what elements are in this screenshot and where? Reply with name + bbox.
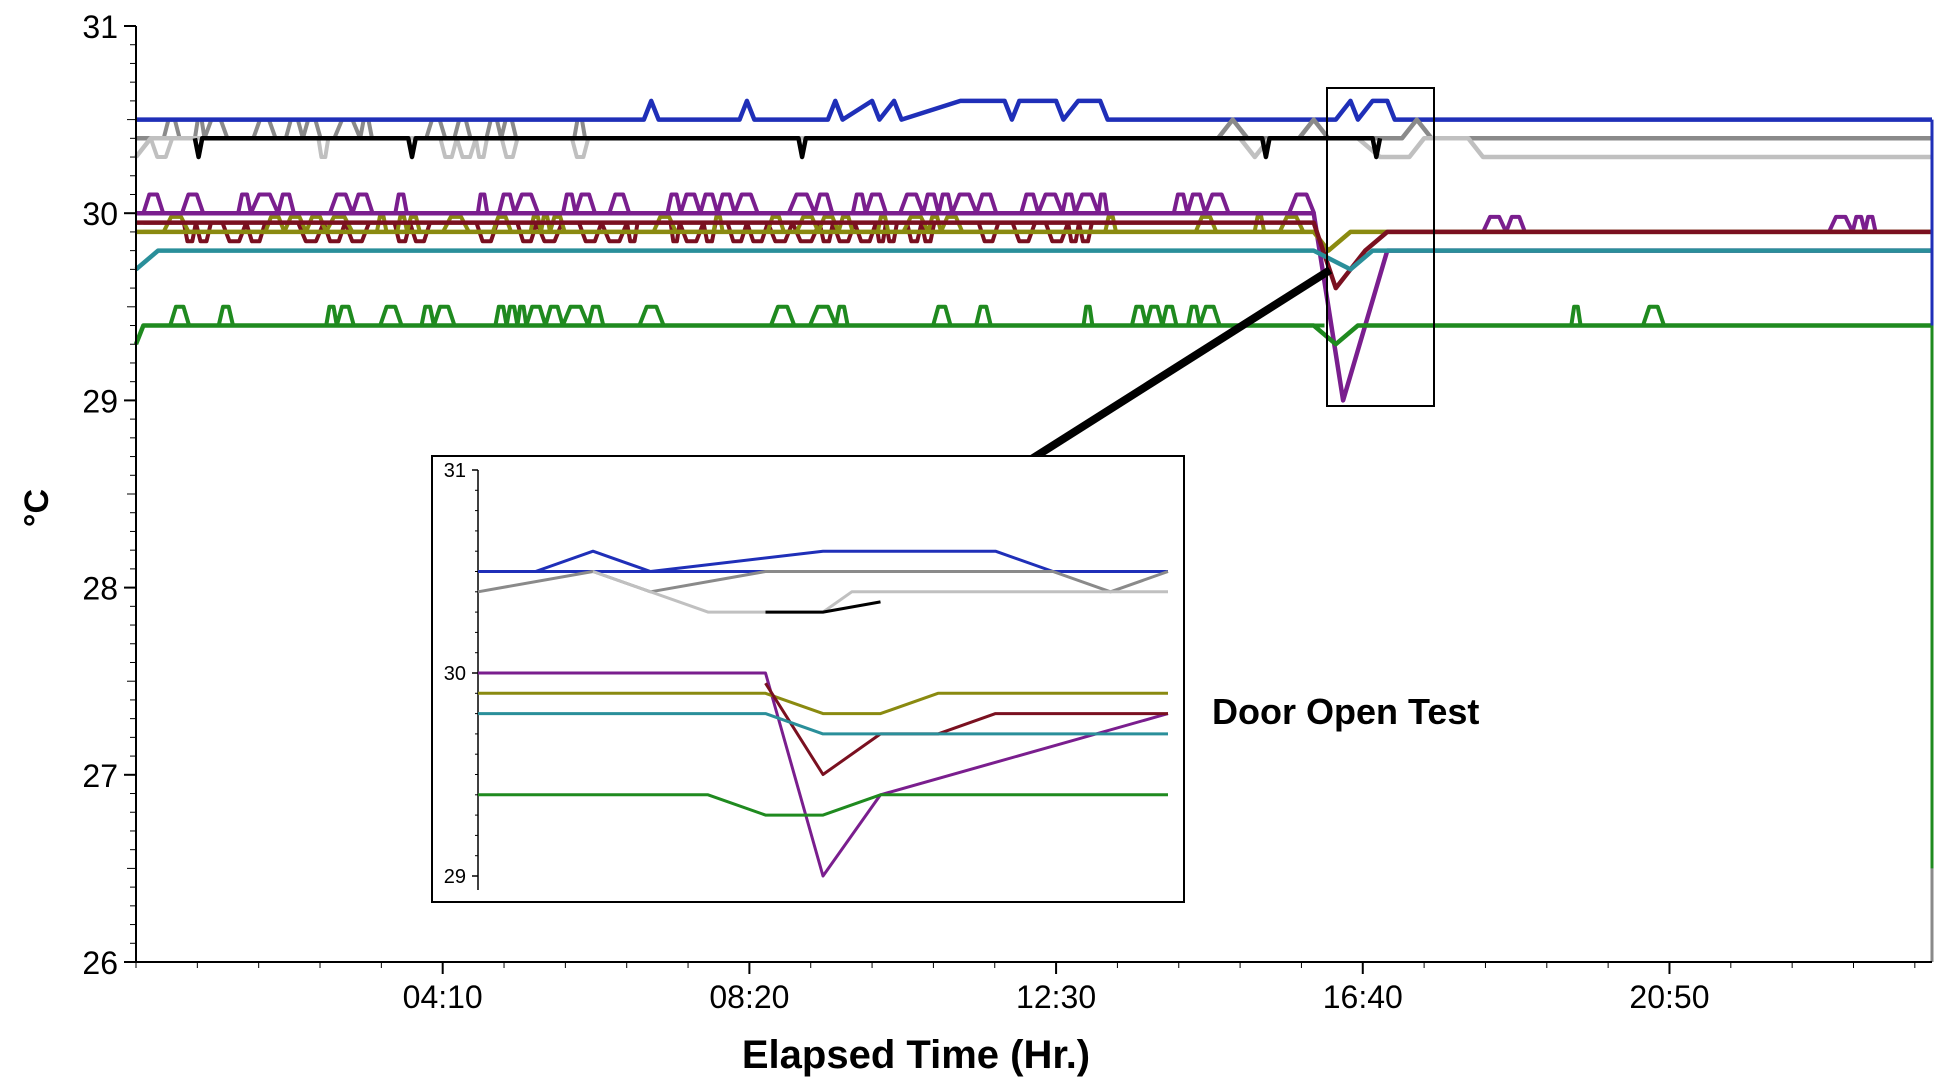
x-tick-label: 20:50 [1629,979,1709,1015]
series-texture [150,304,1325,328]
series-line [136,98,1932,122]
x-axis-title: Elapsed Time (Hr.) [742,1033,1090,1077]
inset-series-line [535,549,1054,573]
y-tick-label: 27 [82,758,118,794]
series-texture [148,136,591,159]
inset-chart: 31 30 29 [431,455,1185,903]
inset-series-line [478,671,1169,878]
y-tick-label: 31 [82,9,118,45]
x-tick-label: 04:10 [403,979,483,1015]
callout-line [1027,266,1333,464]
x-tick-label: 16:40 [1323,979,1403,1015]
y-tick-label: 29 [82,383,118,419]
y-tick-label: 30 [82,196,118,232]
series-layer [133,98,1934,962]
inset-frame [431,455,1185,903]
inset-series-layer [477,549,1169,878]
series-texture [141,192,1316,216]
y-tick-label: 28 [82,571,118,607]
inset-series-line [765,600,881,614]
series-line [134,136,1932,160]
x-tick-label: 08:20 [709,979,789,1015]
x-tick-label: 12:30 [1016,979,1096,1015]
y-tick-label: 26 [82,945,118,981]
series-line [133,323,1932,347]
series-texture [1569,304,1701,328]
inset-series-line [478,691,1168,716]
series-line [134,248,1932,272]
inset-y-ticks: 31 30 29 [444,460,478,888]
series-texture [1827,214,1878,234]
series-line [136,117,1932,141]
inset-y-tick-label: 29 [444,866,466,888]
inset-series-line [478,712,1168,736]
x-ticks: 04:10 08:20 12:30 16:40 20:50 [135,962,1916,1015]
inset-y-tick-label: 30 [444,663,466,685]
zoom-box [1326,87,1435,407]
inset-series-line [478,793,1168,817]
inset-annotation: Door Open Test [1212,691,1479,732]
y-ticks: 26 27 28 29 30 31 [82,9,136,981]
inset-y-tick-label: 31 [444,460,466,482]
y-axis-title: °C [18,489,56,527]
series-line [192,136,1383,160]
series-texture [143,220,1215,244]
series-texture [143,117,609,141]
